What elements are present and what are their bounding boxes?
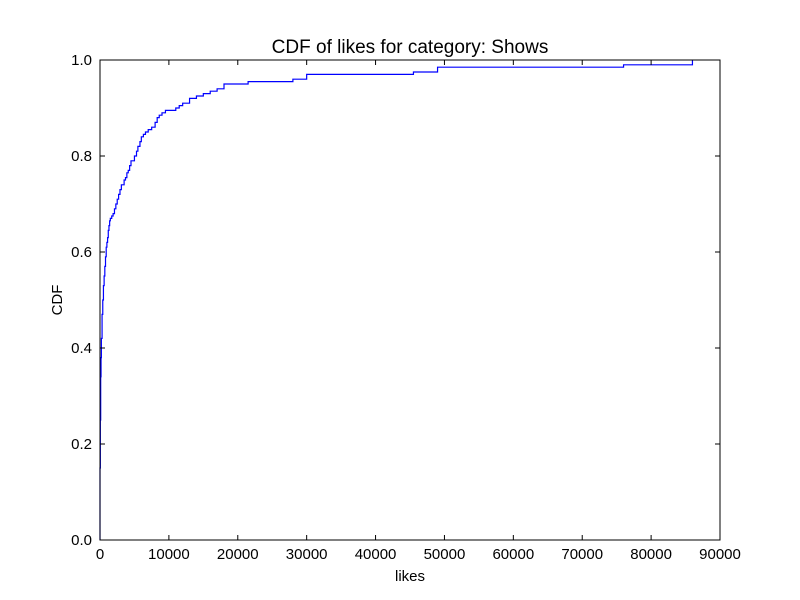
x-tick-label: 50000 bbox=[424, 546, 466, 563]
x-tick-label: 90000 bbox=[699, 546, 741, 563]
plot-frame bbox=[99, 59, 721, 541]
y-tick-label: 1.0 bbox=[71, 52, 92, 69]
x-tick-label: 60000 bbox=[492, 546, 534, 563]
chart-title: CDF of likes for category: Shows bbox=[272, 37, 549, 58]
x-tick-label: 0 bbox=[96, 546, 104, 563]
x-tick-label: 10000 bbox=[148, 546, 190, 563]
x-tick-label: 70000 bbox=[561, 546, 603, 563]
y-tick-label: 0.8 bbox=[71, 148, 92, 165]
x-tick-label: 30000 bbox=[286, 546, 328, 563]
tick-layer: 0 10000 20000 30000 40000 50000 60000 70000 8000… bbox=[71, 52, 741, 563]
cdf-series-line bbox=[99, 60, 694, 540]
x-axis-label: likes bbox=[395, 568, 425, 585]
y-tick-label: 0.6 bbox=[71, 244, 92, 261]
y-tick-label: 0.2 bbox=[71, 436, 92, 453]
y-axis-label: CDF bbox=[49, 285, 66, 316]
x-tick-label: 40000 bbox=[355, 546, 397, 563]
x-tick-label: 80000 bbox=[630, 546, 672, 563]
plot-area bbox=[100, 60, 720, 540]
y-tick-label: 0.4 bbox=[71, 340, 92, 357]
series-layer bbox=[99, 60, 694, 540]
y-tick-label: 0.0 bbox=[71, 532, 92, 549]
x-tick-label: 20000 bbox=[217, 546, 259, 563]
